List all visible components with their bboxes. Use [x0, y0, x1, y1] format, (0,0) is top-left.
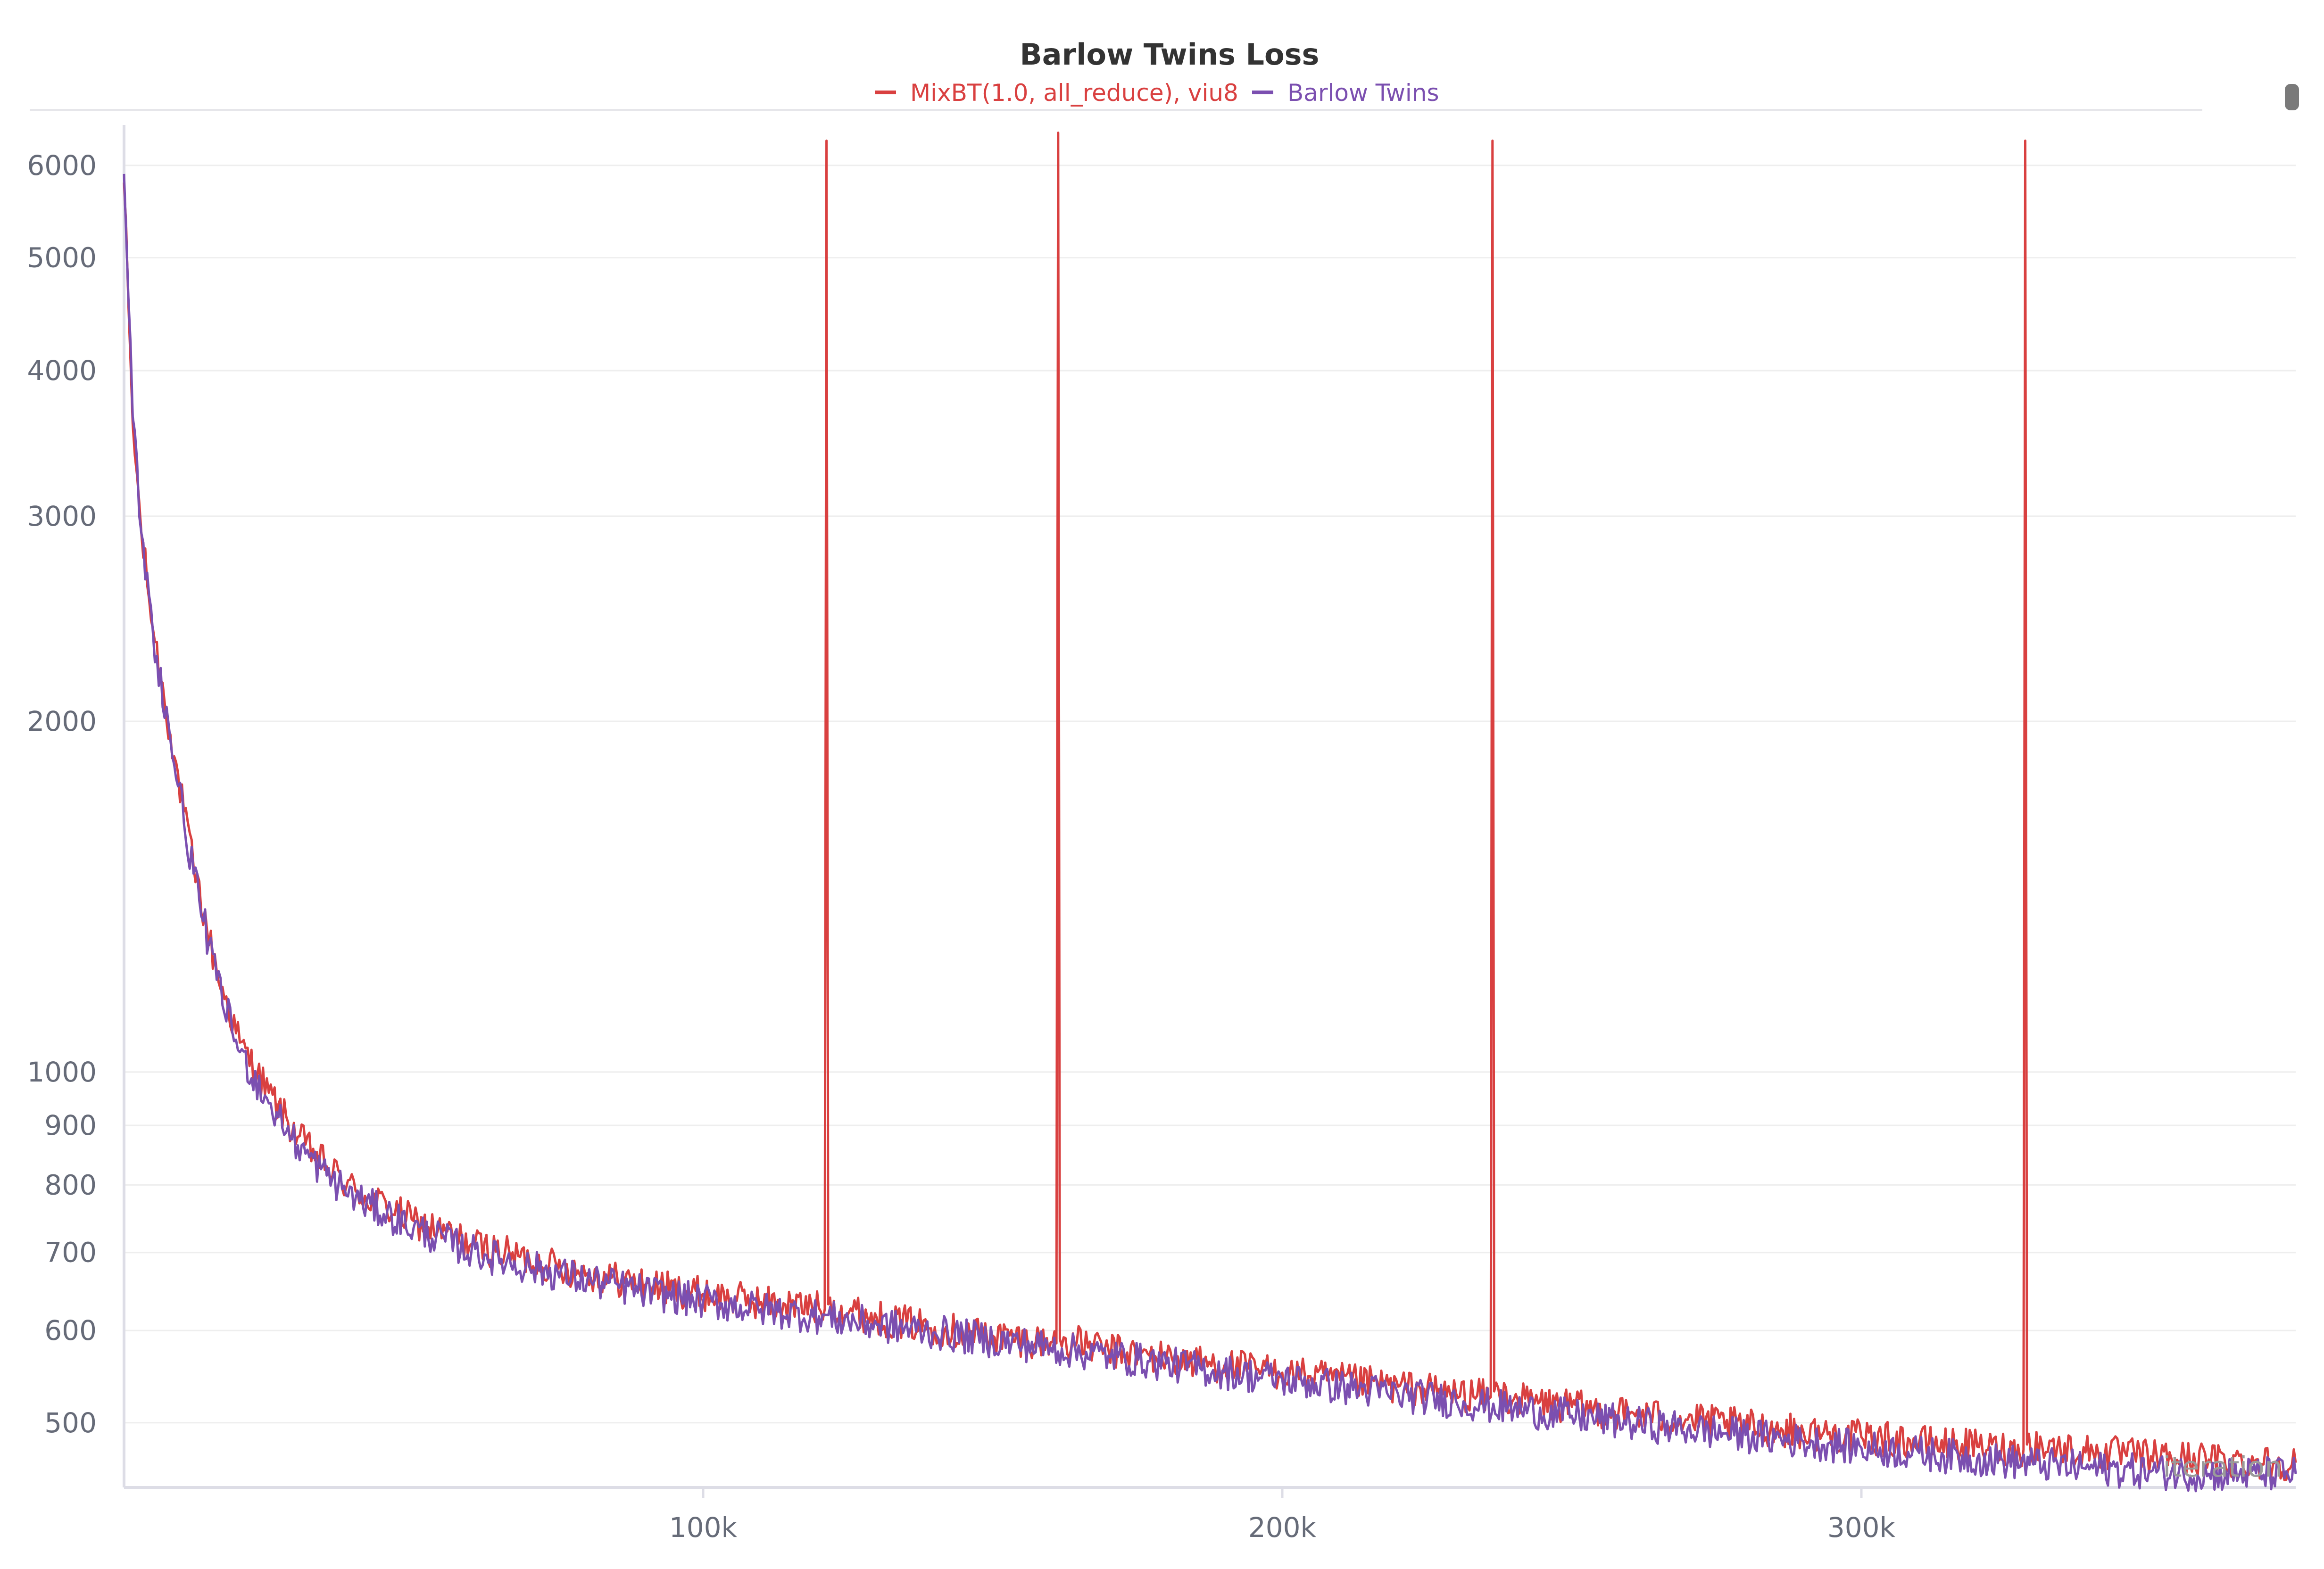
- y-tick-label: 4000: [27, 355, 97, 387]
- y-tick-label: 500: [44, 1407, 97, 1439]
- series-lines: [123, 132, 2297, 1493]
- y-tick-label: 5000: [27, 242, 97, 274]
- y-tick-label: 6000: [27, 149, 97, 182]
- legend-label-barlow-twins[interactable]: Barlow Twins: [1287, 79, 1439, 107]
- y-tick-label: 2000: [27, 705, 97, 737]
- panel-menu-icon[interactable]: [2285, 84, 2299, 110]
- y-tick-label: 600: [44, 1314, 97, 1346]
- y-tick-label: 3000: [27, 500, 97, 532]
- x-tick-label: 300k: [1827, 1511, 1896, 1544]
- x-tick-label: 100k: [669, 1511, 738, 1544]
- series-line-mixbt: [123, 132, 2297, 1481]
- legend: MixBT(1.0, all_reduce), viu8 Barlow Twin…: [875, 79, 1439, 107]
- x-axis-label: iteration: [2163, 1451, 2282, 1484]
- y-tick-label: 700: [44, 1237, 97, 1269]
- chart-title: Barlow Twins Loss: [1020, 37, 1320, 72]
- series-line-barlow-twins: [123, 173, 2297, 1493]
- x-axis-ticks: 100k 200k 300k: [669, 1487, 1896, 1544]
- y-tick-label: 900: [44, 1109, 97, 1141]
- y-axis-ticks: 6000 5000 4000 3000 2000 1000 900 800 700 600 500: [27, 149, 97, 1439]
- y-tick-label: 800: [44, 1169, 97, 1201]
- grid-lines: [124, 165, 2296, 1424]
- y-tick-label: 1000: [27, 1056, 97, 1088]
- legend-label-mixbt[interactable]: MixBT(1.0, all_reduce), viu8: [910, 79, 1238, 107]
- x-tick-label: 200k: [1248, 1511, 1317, 1544]
